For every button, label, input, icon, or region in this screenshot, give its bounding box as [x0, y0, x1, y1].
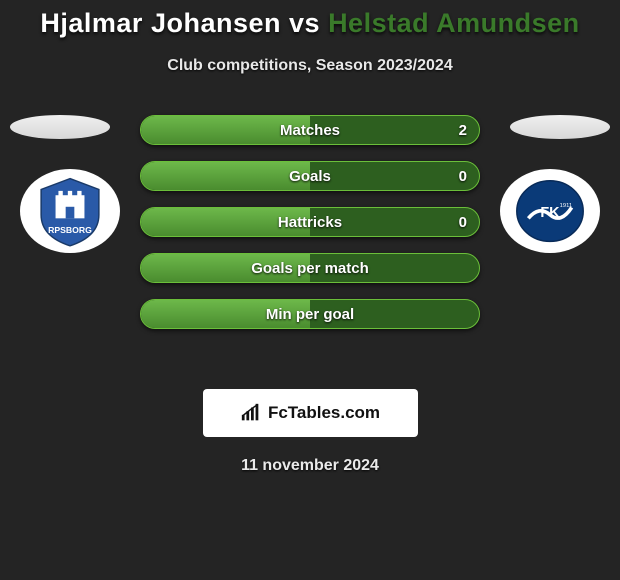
sarpsborg-crest-icon: RPSBORG — [27, 175, 113, 247]
player1-flag — [10, 115, 110, 139]
stat-label: Min per goal — [141, 300, 479, 329]
stat-row-hattricks: Hattricks 0 — [140, 207, 480, 237]
crest-left-label: RPSBORG — [48, 225, 92, 235]
fctables-brand-link[interactable]: FcTables.com — [203, 389, 418, 437]
comparison-title: Hjalmar Johansen vs Helstad Amundsen — [0, 0, 620, 39]
player1-name: Hjalmar Johansen — [40, 8, 281, 38]
stat-right-value: 0 — [459, 208, 467, 237]
player1-club-crest: RPSBORG — [20, 169, 120, 253]
stats-block: RPSBORG FK 1911 Matches 2 Goals 0 Hattri… — [0, 115, 620, 375]
molde-crest-icon: FK 1911 — [507, 175, 593, 247]
vs-separator: vs — [289, 8, 320, 38]
stat-row-goals: Goals 0 — [140, 161, 480, 191]
stat-row-matches: Matches 2 — [140, 115, 480, 145]
stat-right-value: 0 — [459, 162, 467, 191]
stat-label: Goals per match — [141, 254, 479, 283]
stat-label: Matches — [141, 116, 479, 145]
crest-right-label: FK — [540, 205, 560, 221]
player2-flag — [510, 115, 610, 139]
stat-rows: Matches 2 Goals 0 Hattricks 0 Goals per … — [140, 115, 480, 329]
stat-row-goals-per-match: Goals per match — [140, 253, 480, 283]
player2-club-crest: FK 1911 — [500, 169, 600, 253]
stat-label: Hattricks — [141, 208, 479, 237]
stat-row-min-per-goal: Min per goal — [140, 299, 480, 329]
stat-right-value: 2 — [459, 116, 467, 145]
stat-label: Goals — [141, 162, 479, 191]
player2-name: Helstad Amundsen — [328, 8, 580, 38]
brand-text: FcTables.com — [268, 403, 380, 423]
svg-text:1911: 1911 — [560, 203, 572, 209]
competition-subtitle: Club competitions, Season 2023/2024 — [0, 57, 620, 75]
signal-bars-icon — [240, 402, 262, 424]
snapshot-date: 11 november 2024 — [0, 457, 620, 475]
